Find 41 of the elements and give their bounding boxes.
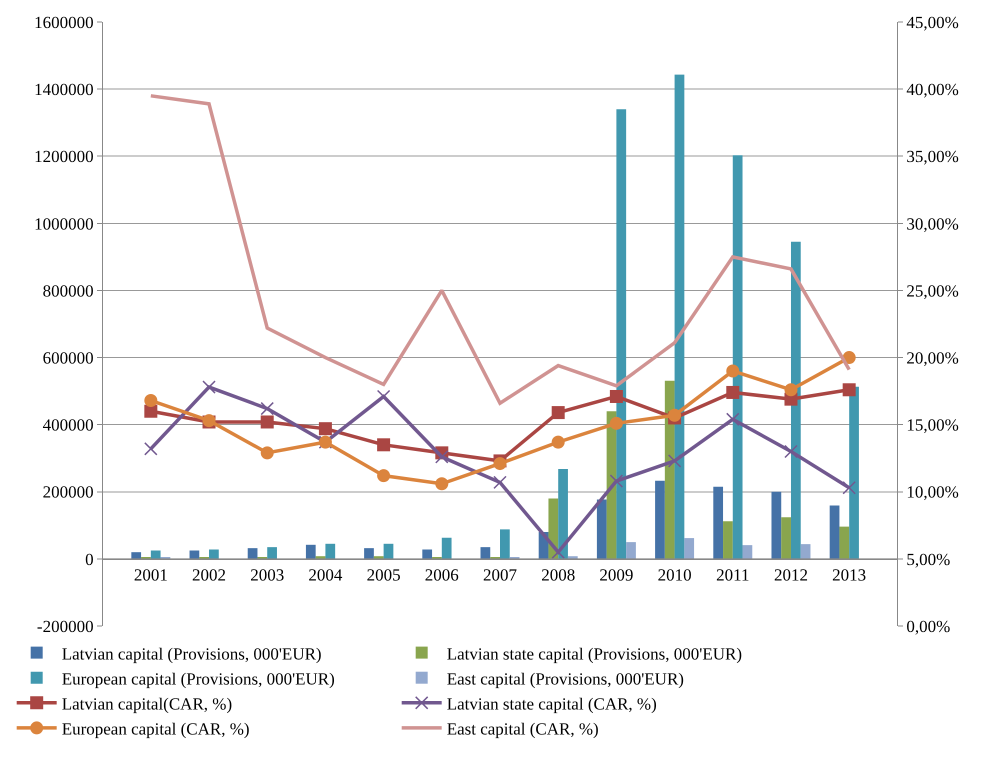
legend-label: Latvian state capital (Provisions, 000'EUR) <box>446 644 742 664</box>
y-tick-label: 1600000 <box>34 12 94 32</box>
y-tick-label: 1000000 <box>34 214 94 234</box>
x-tick-label: 2002 <box>192 565 226 584</box>
y2-tick-label: 45,00% <box>906 12 959 32</box>
y2-tick-label: 5,00% <box>906 550 950 569</box>
x-tick-label: 2004 <box>308 565 343 584</box>
legend-label: Latvian capital (Provisions, 000'EUR) <box>62 644 322 664</box>
y2-tick-label: 10,00% <box>906 482 959 502</box>
y-tick-label: -200000 <box>36 616 94 636</box>
y2-tick-label: 35,00% <box>906 147 959 166</box>
y2-tick-label: 30,00% <box>906 214 959 234</box>
y-tick-label: 200000 <box>42 482 94 502</box>
x-tick-label: 2009 <box>599 565 634 584</box>
y2-tick-label: 20,00% <box>906 348 959 368</box>
y-tick-label: 400000 <box>42 416 94 435</box>
legend-label: Latvian capital(CAR, %) <box>62 694 232 714</box>
legend-label: European capital (CAR, %) <box>62 720 250 739</box>
x-tick-label: 2003 <box>250 565 284 584</box>
y-tick-label: 600000 <box>42 348 94 368</box>
y-tick-label: 1400000 <box>34 80 94 100</box>
x-tick-label: 2013 <box>832 565 866 584</box>
x-tick-label: 2001 <box>134 565 168 584</box>
legend-label: East capital (CAR, %) <box>446 720 599 739</box>
x-tick-label: 2005 <box>366 565 401 584</box>
y2-tick-label: 25,00% <box>906 281 959 300</box>
x-tick-label: 2010 <box>658 565 692 584</box>
y-tick-label: 800000 <box>42 281 94 300</box>
legend-label: East capital (Provisions, 000'EUR) <box>446 669 684 688</box>
legend-label: Latvian state capital (CAR, %) <box>446 694 657 714</box>
x-tick-label: 2007 <box>483 565 518 584</box>
y2-tick-label: 40,00% <box>906 80 959 100</box>
y2-tick-label: 0,00% <box>906 616 950 636</box>
x-tick-label: 2012 <box>774 565 808 584</box>
x-tick-label: 2011 <box>716 565 750 584</box>
y-tick-label: 1200000 <box>34 147 94 166</box>
y2-tick-label: 15,00% <box>906 416 959 435</box>
y-tick-label: 0 <box>85 550 94 569</box>
x-tick-label: 2008 <box>541 565 576 584</box>
legend-label: European capital (Provisions, 000'EUR) <box>62 669 335 688</box>
x-tick-label: 2006 <box>424 565 459 584</box>
